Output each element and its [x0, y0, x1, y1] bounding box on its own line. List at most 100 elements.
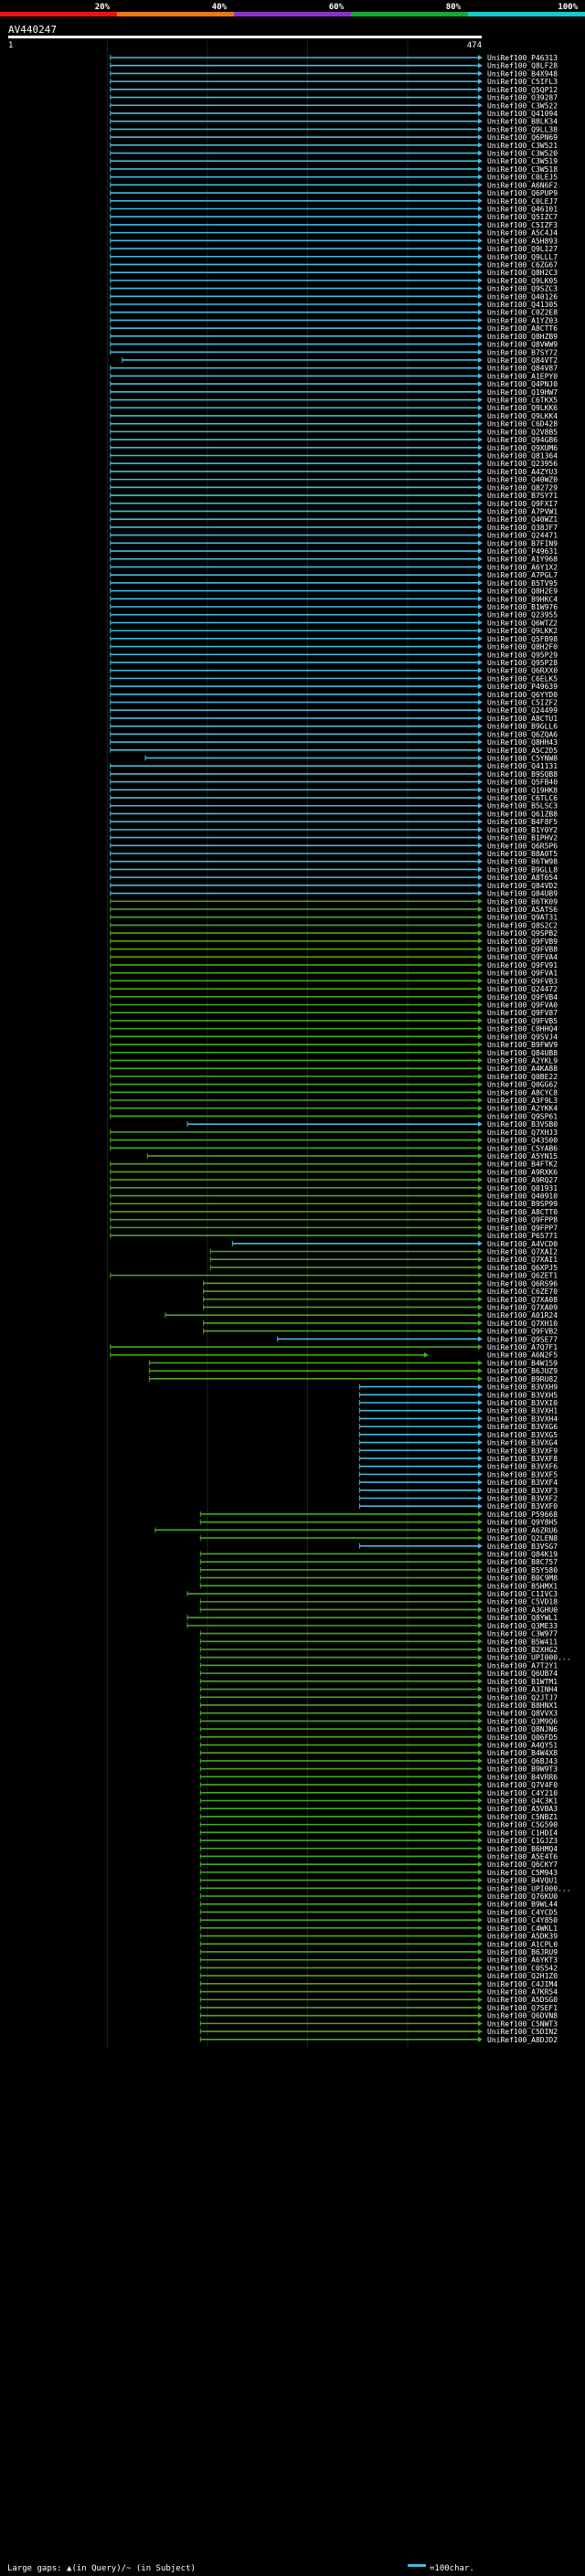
hit-row[interactable]: UniRef100_Q7SEF1	[199, 2004, 558, 2012]
hit-label[interactable]: UniRef100_A8T654	[487, 874, 558, 882]
hit-row[interactable]: UniRef100_B8LK34	[110, 118, 558, 126]
hit-row[interactable]: UniRef100_Q9LI27	[110, 245, 558, 253]
hit-label[interactable]: UniRef100_Q7XA08	[487, 1296, 558, 1304]
hit-label[interactable]: UniRef100_Q9LKK4	[487, 412, 558, 420]
hit-label[interactable]: UniRef100_B3VXF3	[487, 1487, 558, 1495]
hit-row[interactable]: UniRef100_B9W9T3	[199, 1765, 558, 1774]
hit-label[interactable]: UniRef100_A5H893	[487, 237, 558, 245]
hit-label[interactable]: UniRef100_UPI000...	[487, 1884, 571, 1892]
hit-label[interactable]: UniRef100_Q7XH10	[487, 1320, 558, 1328]
hit-row[interactable]: UniRef100_C6TLC6	[110, 794, 558, 802]
hit-label[interactable]: UniRef100_B3VXF4	[487, 1479, 558, 1487]
hit-row[interactable]: UniRef100_Q95P28	[110, 659, 558, 667]
hit-label[interactable]: UniRef100_A1YZ03	[487, 316, 558, 324]
hit-row[interactable]: UniRef100_Q84V87	[110, 365, 558, 373]
hit-row[interactable]: UniRef100_Q6PUP9	[110, 189, 558, 197]
hit-row[interactable]: UniRef100_C0LEJ5	[110, 174, 558, 182]
hit-row[interactable]: UniRef100_C5IZF3	[110, 221, 558, 229]
hit-label[interactable]: UniRef100_Q8H2F0	[487, 643, 558, 652]
hit-label[interactable]: UniRef100_Q9FXI7	[487, 500, 558, 508]
hit-label[interactable]: UniRef100_Q6PN69	[487, 133, 558, 142]
hit-label[interactable]: UniRef100_Q6BJ43	[487, 1757, 558, 1765]
hit-row[interactable]: UniRef100_B3VXH5	[358, 1391, 558, 1399]
hit-label[interactable]: UniRef100_Q3M9Q6	[487, 1717, 558, 1725]
hit-label[interactable]: UniRef100_C6TLC6	[487, 794, 558, 802]
hit-row[interactable]: UniRef100_Q9SP61	[110, 1112, 558, 1120]
hit-row[interactable]: UniRef100_Q84VD2	[110, 882, 558, 890]
hit-label[interactable]: UniRef100_B1WTM1	[487, 1678, 558, 1686]
hit-row[interactable]: UniRef100_Q5FB40	[110, 779, 558, 787]
hit-label[interactable]: UniRef100_C1GJZ3	[487, 1837, 558, 1845]
hit-label[interactable]: UniRef100_Q84V87	[487, 365, 558, 373]
hit-row[interactable]: UniRef100_Q9FVB4	[110, 993, 558, 1002]
hit-label[interactable]: UniRef100_Q9LL38	[487, 125, 558, 133]
hit-label[interactable]: UniRef100_Q61ZB8	[487, 810, 558, 818]
hit-row[interactable]: UniRef100_Q61ZB8	[110, 810, 558, 818]
hit-label[interactable]: UniRef100_Q6XPJ5	[487, 1264, 558, 1272]
hit-row[interactable]: UniRef100_Q9LK05	[110, 277, 558, 285]
hit-row[interactable]: UniRef100_Q24499	[110, 706, 558, 715]
hit-label[interactable]: UniRef100_B8A0T5	[487, 850, 558, 858]
hit-row[interactable]: UniRef100_Q7XH10	[203, 1320, 558, 1328]
hit-row[interactable]: UniRef100_A9RQ27	[110, 1176, 558, 1184]
hit-label[interactable]: UniRef100_Q9XUM6	[487, 444, 558, 452]
hit-label[interactable]: UniRef100_Q9LKK2	[487, 627, 558, 635]
hit-row[interactable]: UniRef100_Q8HH43	[110, 738, 558, 747]
hit-label[interactable]: UniRef100_Q5QP12	[487, 86, 558, 94]
hit-row[interactable]: UniRef100_C3W977	[199, 1630, 558, 1638]
hit-label[interactable]: UniRef100_Q0BE22	[487, 1073, 558, 1081]
hit-row[interactable]: UniRef100_Q8VWW9	[110, 341, 558, 349]
hit-label[interactable]: UniRef100_B6JUZ9	[487, 1367, 558, 1375]
hit-row[interactable]: UniRef100_Q8S2C2	[110, 921, 558, 929]
hit-label[interactable]: UniRef100_Q6RXX0	[487, 667, 558, 675]
hit-label[interactable]: UniRef100_C4YCD5	[487, 1908, 558, 1916]
hit-label[interactable]: UniRef100_A5DSG0	[487, 1996, 558, 2004]
hit-row[interactable]: UniRef100_B3VXF5	[358, 1470, 558, 1479]
hit-row[interactable]: UniRef100_A4KA88	[110, 1065, 558, 1073]
hit-label[interactable]: UniRef100_A5YN15	[487, 1152, 558, 1161]
hit-row[interactable]: UniRef100_Q9LLL7	[110, 253, 558, 261]
hit-label[interactable]: UniRef100_Q8YWL1	[487, 1614, 558, 1622]
hit-row[interactable]: UniRef100_B3VXH4	[358, 1415, 558, 1423]
hit-row[interactable]: UniRef100_C5YNW8	[144, 754, 558, 762]
hit-label[interactable]: UniRef100_Q41305	[487, 301, 558, 309]
hit-label[interactable]: UniRef100_P49631	[487, 547, 558, 556]
hit-label[interactable]: UniRef100_Q9LLL7	[487, 253, 558, 261]
hit-label[interactable]: UniRef100_Q9AT31	[487, 914, 558, 922]
hit-label[interactable]: UniRef100_A8CTU1	[487, 715, 558, 723]
hit-label[interactable]: UniRef100_Q2V8B5	[487, 428, 558, 436]
hit-row[interactable]: UniRef100_C3W520	[110, 150, 558, 158]
hit-row[interactable]: UniRef100_B1WTM1	[199, 1678, 558, 1686]
hit-label[interactable]: UniRef100_A8CTT0	[487, 1208, 558, 1216]
hit-row[interactable]: UniRef100_Q9LKK4	[110, 412, 558, 420]
hit-row[interactable]: UniRef100_Q9FPP8	[110, 1216, 558, 1224]
hit-row[interactable]: UniRef100_C4WKL1	[199, 1924, 558, 1933]
hit-row[interactable]: UniRef100_B9GLL6	[110, 723, 558, 731]
hit-label[interactable]: UniRef100_P59668	[487, 1511, 558, 1519]
hit-label[interactable]: UniRef100_B4W159	[487, 1359, 558, 1367]
hit-label[interactable]: UniRef100_P49639	[487, 683, 558, 691]
hit-row[interactable]: UniRef100_A4QY51	[199, 1742, 558, 1750]
hit-label[interactable]: UniRef100_Q8LF28	[487, 62, 558, 70]
hit-label[interactable]: UniRef100_Q9FVB2	[487, 1328, 558, 1336]
hit-row[interactable]: UniRef100_C3W519	[110, 157, 558, 165]
hit-row[interactable]: UniRef100_Q8H2C3	[110, 269, 558, 277]
hit-row[interactable]: UniRef100_Q8NJN6	[199, 1725, 558, 1733]
hit-row[interactable]: UniRef100_Q9FVA1	[110, 970, 558, 978]
hit-row[interactable]: UniRef100_B8HNX1	[199, 1701, 558, 1710]
hit-label[interactable]: UniRef100_Q7XAI1	[487, 1256, 558, 1264]
hit-label[interactable]: UniRef100_Q0GG62	[487, 1081, 558, 1089]
hit-row[interactable]: UniRef100_C0HHQ4	[110, 1025, 558, 1034]
hit-label[interactable]: UniRef100_B8C757	[487, 1558, 558, 1566]
hit-label[interactable]: UniRef100_C5M943	[487, 1869, 558, 1877]
hit-label[interactable]: UniRef100_Q9FVB8	[487, 946, 558, 954]
hit-row[interactable]: UniRef100_UPI000...	[199, 1654, 571, 1662]
hit-row[interactable]: UniRef100_B3VXF2	[358, 1495, 558, 1503]
hit-row[interactable]: UniRef100_Q2LEN8	[199, 1534, 558, 1542]
hit-label[interactable]: UniRef100_B9GLL8	[487, 865, 558, 874]
hit-label[interactable]: UniRef100_Q9LI27	[487, 245, 558, 253]
hit-label[interactable]: UniRef100_Q41131	[487, 762, 558, 770]
hit-label[interactable]: UniRef100_C5NWT3	[487, 2019, 558, 2028]
hit-row[interactable]: UniRef100_UPI000...	[199, 1884, 571, 1892]
hit-label[interactable]: UniRef100_A1Y968	[487, 556, 558, 564]
